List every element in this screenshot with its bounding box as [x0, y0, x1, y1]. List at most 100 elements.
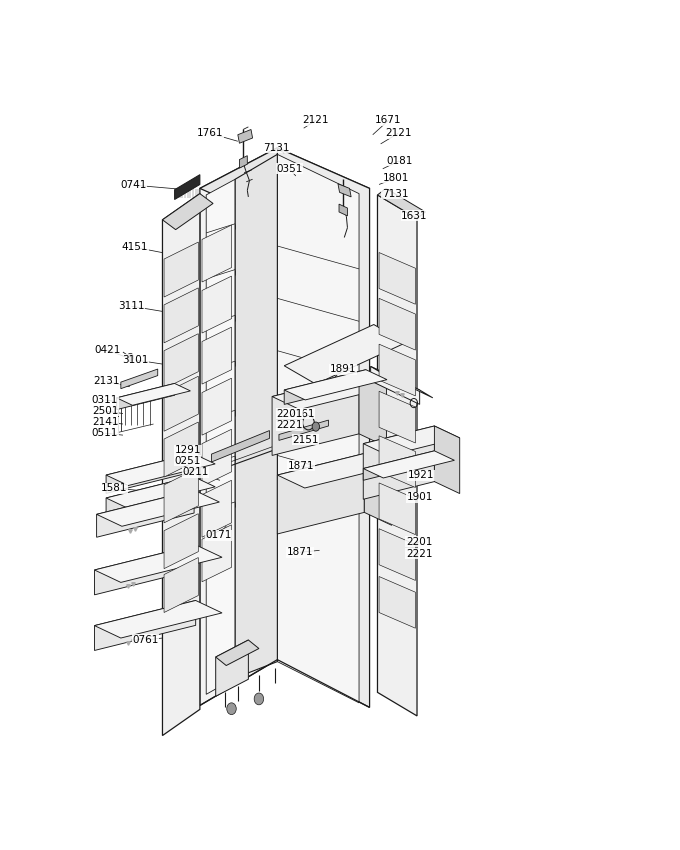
Polygon shape [202, 276, 231, 333]
Polygon shape [339, 204, 347, 216]
Polygon shape [164, 288, 199, 343]
Polygon shape [284, 370, 387, 400]
Circle shape [312, 422, 320, 431]
Polygon shape [106, 453, 215, 485]
Polygon shape [277, 453, 392, 488]
Text: 3101: 3101 [122, 354, 148, 365]
Polygon shape [202, 524, 231, 581]
Polygon shape [359, 375, 386, 447]
Text: 1901: 1901 [407, 492, 433, 502]
Polygon shape [164, 513, 199, 569]
Polygon shape [272, 375, 386, 410]
Polygon shape [117, 383, 175, 410]
Polygon shape [379, 252, 415, 304]
Polygon shape [284, 370, 366, 405]
Text: 1581: 1581 [101, 483, 127, 493]
Text: 0311: 0311 [92, 394, 118, 405]
Text: 1291: 1291 [175, 445, 201, 456]
Polygon shape [363, 426, 460, 456]
Polygon shape [379, 391, 415, 443]
Polygon shape [206, 179, 235, 694]
Circle shape [127, 354, 133, 361]
Polygon shape [277, 155, 359, 703]
Polygon shape [97, 490, 220, 526]
Polygon shape [106, 476, 215, 508]
Text: 0251: 0251 [175, 456, 201, 466]
Circle shape [226, 703, 236, 715]
Polygon shape [379, 483, 415, 535]
Text: 1891: 1891 [330, 364, 356, 374]
Text: 1871: 1871 [287, 547, 313, 558]
Text: 0171: 0171 [205, 530, 231, 541]
Polygon shape [364, 453, 392, 525]
Text: 2201: 2201 [406, 537, 432, 547]
Text: 7131: 7131 [381, 189, 408, 199]
Text: 1921: 1921 [408, 470, 435, 480]
Text: 1761: 1761 [197, 128, 224, 139]
Polygon shape [202, 480, 231, 537]
Text: 2221: 2221 [406, 548, 432, 558]
Polygon shape [175, 174, 200, 200]
Text: 0741: 0741 [120, 180, 147, 190]
Polygon shape [379, 298, 415, 350]
Polygon shape [164, 377, 199, 431]
Text: 2121: 2121 [385, 128, 411, 139]
Polygon shape [202, 429, 231, 486]
Polygon shape [106, 476, 193, 516]
Text: 7131: 7131 [263, 143, 290, 153]
Polygon shape [363, 450, 435, 480]
Polygon shape [379, 344, 415, 396]
Polygon shape [163, 194, 213, 230]
Polygon shape [106, 453, 193, 493]
Text: 2161: 2161 [288, 409, 314, 418]
Polygon shape [371, 366, 420, 405]
Polygon shape [379, 529, 415, 581]
Text: 0761: 0761 [133, 635, 159, 645]
Polygon shape [379, 436, 415, 488]
Text: 2121: 2121 [303, 116, 329, 125]
Polygon shape [338, 184, 351, 197]
Polygon shape [216, 640, 248, 696]
Text: 0511: 0511 [92, 428, 118, 439]
Text: 2201: 2201 [276, 409, 303, 418]
Text: 0181: 0181 [386, 156, 412, 166]
Polygon shape [164, 468, 199, 523]
Polygon shape [200, 148, 277, 705]
Polygon shape [95, 545, 196, 595]
Polygon shape [200, 148, 370, 229]
Polygon shape [279, 420, 328, 440]
Text: 0421: 0421 [94, 345, 120, 355]
Text: 1801: 1801 [383, 173, 409, 183]
Polygon shape [277, 148, 370, 707]
Polygon shape [377, 195, 417, 716]
Polygon shape [238, 129, 252, 144]
Polygon shape [95, 600, 222, 638]
Polygon shape [97, 490, 194, 537]
Polygon shape [284, 325, 405, 384]
Polygon shape [202, 327, 231, 384]
Text: 1631: 1631 [401, 211, 428, 221]
Text: 1671: 1671 [375, 116, 402, 125]
Polygon shape [363, 450, 454, 478]
Polygon shape [277, 453, 364, 534]
Polygon shape [377, 189, 426, 218]
Polygon shape [164, 334, 199, 388]
Text: 2131: 2131 [93, 377, 119, 387]
Text: 2501: 2501 [92, 406, 118, 416]
Polygon shape [216, 640, 259, 666]
Polygon shape [272, 375, 359, 456]
Polygon shape [202, 225, 231, 282]
Text: 0211: 0211 [182, 468, 209, 478]
Polygon shape [211, 431, 269, 462]
Polygon shape [117, 383, 190, 405]
Text: 0351: 0351 [276, 164, 303, 173]
Polygon shape [163, 194, 200, 735]
Polygon shape [435, 426, 460, 494]
Text: 4151: 4151 [122, 242, 148, 252]
Text: 2221: 2221 [276, 420, 303, 430]
Polygon shape [235, 155, 277, 678]
Polygon shape [164, 242, 199, 297]
Polygon shape [202, 378, 231, 435]
Text: 1871: 1871 [288, 461, 314, 471]
Polygon shape [164, 422, 199, 477]
